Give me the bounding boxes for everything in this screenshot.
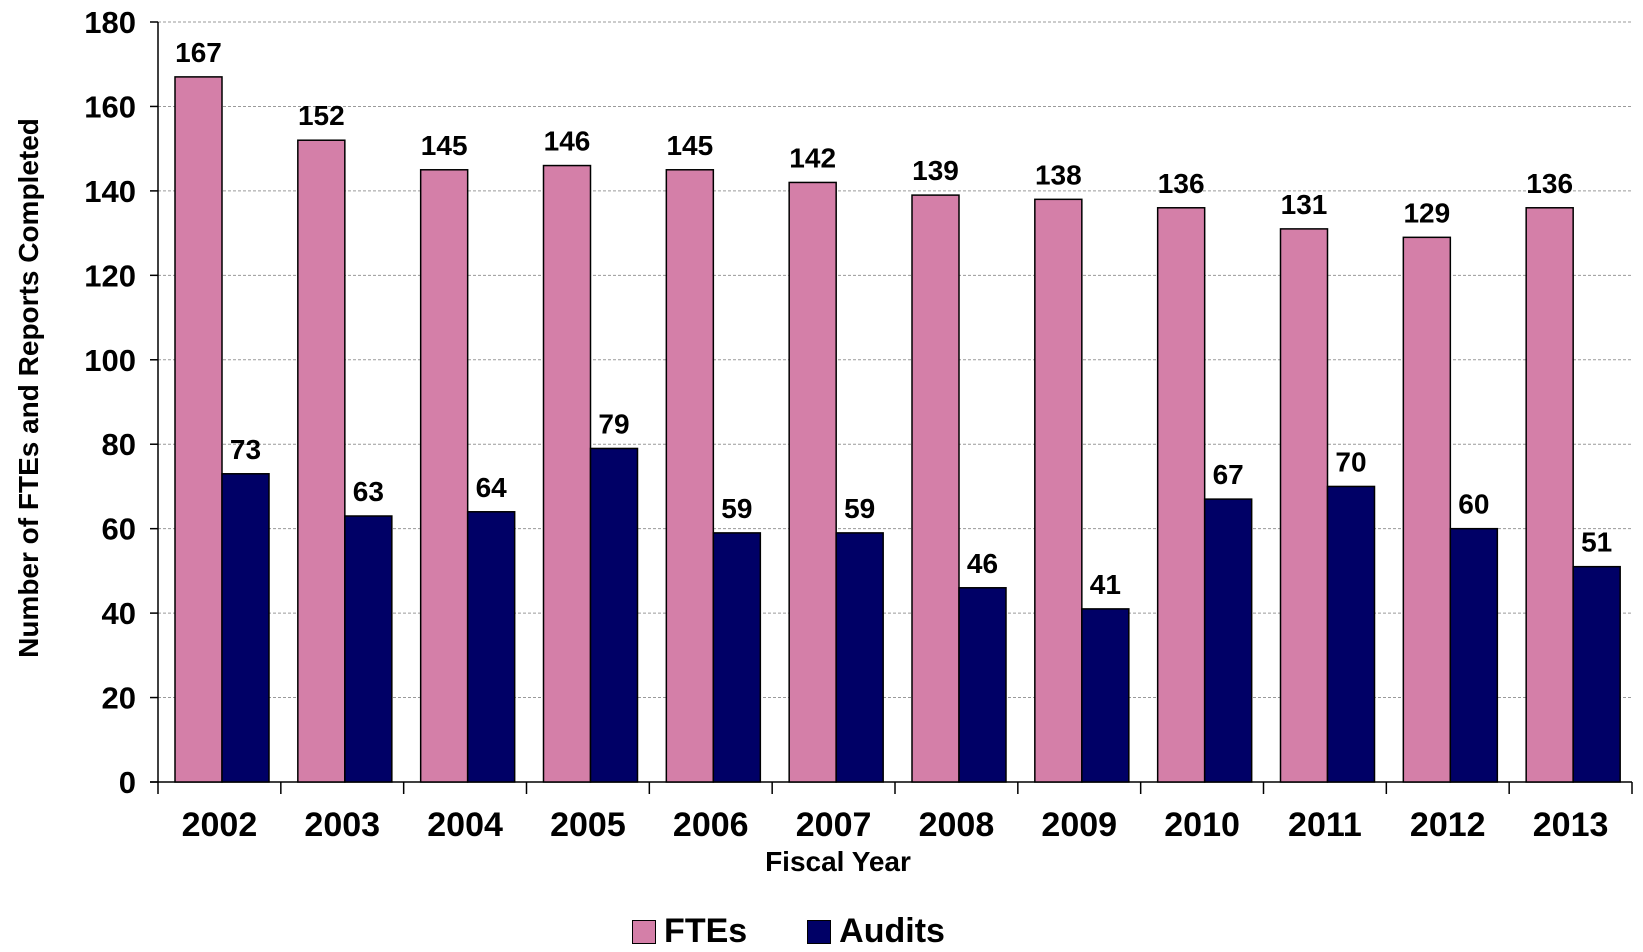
bar-ftes-2013 (1525, 207, 1574, 783)
data-labels: 167 73 152 63 145 64 146 79 145 59 142 59 139 46 138 41… (175, 37, 1612, 600)
data-label-ftes-2012: 129 (1403, 197, 1450, 228)
legend-label-ftes: FTEs (664, 912, 748, 950)
bar-ftes-2010 (1156, 207, 1206, 783)
x-tick-label: 2009 (1041, 806, 1117, 844)
y-tick-label: 0 (119, 765, 136, 800)
bar-audits-2013 (1572, 565, 1621, 783)
data-label-audits-2010: 67 (1213, 459, 1244, 490)
legend-item-audits: Audits (807, 912, 945, 951)
x-tick-label: 2006 (673, 806, 749, 844)
gridlines (158, 21, 1632, 699)
data-label-ftes-2002: 167 (175, 37, 222, 68)
y-tick-label: 180 (84, 5, 136, 40)
legend-swatch-ftes (632, 919, 657, 944)
data-label-audits-2003: 63 (353, 476, 384, 507)
data-label-audits-2007: 59 (844, 493, 875, 524)
bar-ftes-2005 (542, 164, 592, 783)
axes: 0 20 40 60 80 100 120 140 160 180 2002 2003 2004 2005… (84, 5, 1633, 844)
data-label-audits-2008: 46 (967, 548, 998, 579)
data-label-audits-2004: 64 (476, 472, 508, 503)
data-label-audits-2013: 51 (1581, 527, 1612, 558)
bar-ftes-2008 (911, 194, 960, 783)
x-tick-label: 2008 (919, 806, 995, 844)
data-label-ftes-2006: 145 (666, 130, 713, 161)
x-tick-label: 2012 (1410, 806, 1486, 844)
x-tick-label: 2003 (304, 806, 380, 844)
y-tick-label: 60 (102, 512, 136, 547)
bar-audits-2003 (344, 515, 393, 783)
bar-ftes-2007 (788, 181, 837, 783)
bar-audits-2012 (1449, 527, 1499, 783)
y-tick-label: 40 (102, 596, 136, 631)
data-label-ftes-2008: 139 (912, 155, 959, 186)
bar-audits-2006 (712, 532, 762, 783)
data-label-audits-2005: 79 (598, 408, 629, 439)
y-axis-title: Number of FTEs and Reports Completed (13, 118, 44, 658)
legend-label-audits: Audits (839, 912, 945, 950)
bar-ftes-2011 (1279, 228, 1329, 783)
legend-item-ftes: FTEs (632, 912, 747, 951)
y-tick-label: 20 (102, 681, 136, 716)
bar-ftes-2004 (419, 169, 469, 783)
y-tick-label: 100 (84, 343, 136, 378)
x-tick-label: 2005 (550, 806, 626, 844)
x-tick-label: 2004 (427, 806, 503, 844)
bar-ftes-2002 (174, 76, 223, 783)
legend-swatch-audits (807, 919, 832, 944)
y-tick-label: 80 (102, 427, 136, 462)
bar-audits-2004 (466, 511, 516, 783)
y-tick-label: 140 (84, 174, 136, 209)
bar-audits-2010 (1203, 498, 1253, 783)
x-tick-label: 2013 (1533, 806, 1609, 844)
bar-ftes-2003 (297, 139, 346, 783)
bar-audits-2002 (221, 473, 270, 783)
bar-audits-2009 (1081, 608, 1130, 783)
bar-ftes-2006 (665, 169, 715, 783)
data-label-ftes-2009: 138 (1035, 159, 1082, 190)
bar-audits-2011 (1326, 485, 1376, 783)
data-label-audits-2009: 41 (1090, 569, 1121, 600)
legend: FTEs Audits (0, 912, 1610, 951)
data-label-ftes-2007: 142 (789, 142, 836, 173)
x-tick-label: 2007 (796, 806, 872, 844)
data-label-audits-2012: 60 (1458, 489, 1489, 520)
data-label-ftes-2005: 146 (544, 126, 591, 157)
bar-audits-2008 (958, 587, 1007, 783)
data-label-ftes-2011: 131 (1281, 189, 1328, 220)
bar-audits-2007 (835, 532, 884, 783)
data-label-audits-2011: 70 (1335, 446, 1366, 477)
bar-ftes-2012 (1402, 236, 1452, 783)
x-tick-label: 2010 (1164, 806, 1240, 844)
data-label-ftes-2010: 136 (1158, 168, 1205, 199)
data-label-ftes-2013: 136 (1526, 168, 1573, 199)
data-label-audits-2002: 73 (230, 434, 261, 465)
x-tick-label: 2011 (1288, 806, 1362, 844)
x-axis-title: Fiscal Year (765, 846, 911, 877)
y-tick-label: 120 (84, 258, 136, 293)
y-tick-label: 160 (84, 89, 136, 124)
data-label-ftes-2004: 145 (421, 130, 468, 161)
bars (174, 76, 1621, 783)
data-label-ftes-2003: 152 (298, 100, 345, 131)
data-label-audits-2006: 59 (721, 493, 752, 524)
bar-audits-2005 (589, 447, 639, 783)
bar-ftes-2009 (1034, 198, 1083, 783)
x-tick-label: 2002 (182, 806, 258, 844)
